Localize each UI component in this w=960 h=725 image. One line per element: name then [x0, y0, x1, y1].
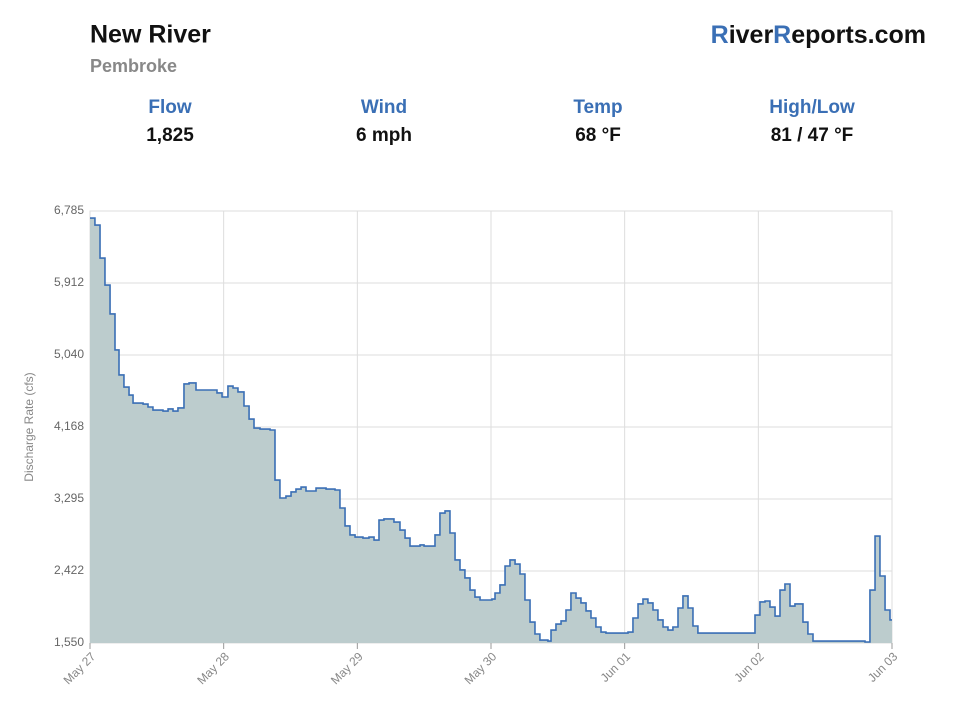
x-tick-label: May 30 — [462, 649, 500, 687]
stat-label: Temp — [573, 97, 622, 118]
title: New River — [90, 21, 211, 49]
stat-label: High/Low — [769, 97, 855, 118]
stat-value: 6 mph — [356, 125, 412, 146]
brand-part: eports.com — [791, 21, 926, 49]
brand-part: R — [773, 21, 791, 49]
stat-label: Wind — [361, 97, 407, 118]
stat-label: Flow — [148, 97, 191, 118]
y-tick-label: 1,550 — [54, 635, 84, 649]
x-tick-label: Jun 01 — [598, 649, 634, 685]
stat-value: 1,825 — [146, 125, 194, 146]
brand-part: R — [711, 21, 729, 49]
brand[interactable]: RiverReports.com — [711, 21, 926, 49]
x-tick-label: May 28 — [194, 649, 232, 687]
y-tick-label: 2,422 — [54, 563, 84, 577]
x-tick-label: Jun 02 — [731, 649, 767, 685]
flow-line — [90, 217, 892, 643]
y-tick-label: 4,168 — [54, 419, 84, 433]
y-tick-label: 3,295 — [54, 491, 84, 505]
y-tick-label: 5,912 — [54, 275, 84, 289]
y-tick-label: 6,785 — [54, 203, 84, 217]
x-tick-label: Jun 03 — [865, 649, 901, 685]
stat-value: 68 °F — [575, 125, 621, 146]
stat-value: 81 / 47 °F — [771, 125, 854, 146]
brand-part: iver — [729, 21, 774, 49]
flow-area — [90, 218, 892, 643]
y-tick-label: 5,040 — [54, 347, 84, 361]
x-tick-label: May 27 — [61, 649, 99, 687]
y-axis-title: Discharge Rate (cfs) — [22, 372, 36, 481]
x-tick-label: May 29 — [328, 649, 366, 687]
subtitle: Pembroke — [90, 56, 177, 76]
